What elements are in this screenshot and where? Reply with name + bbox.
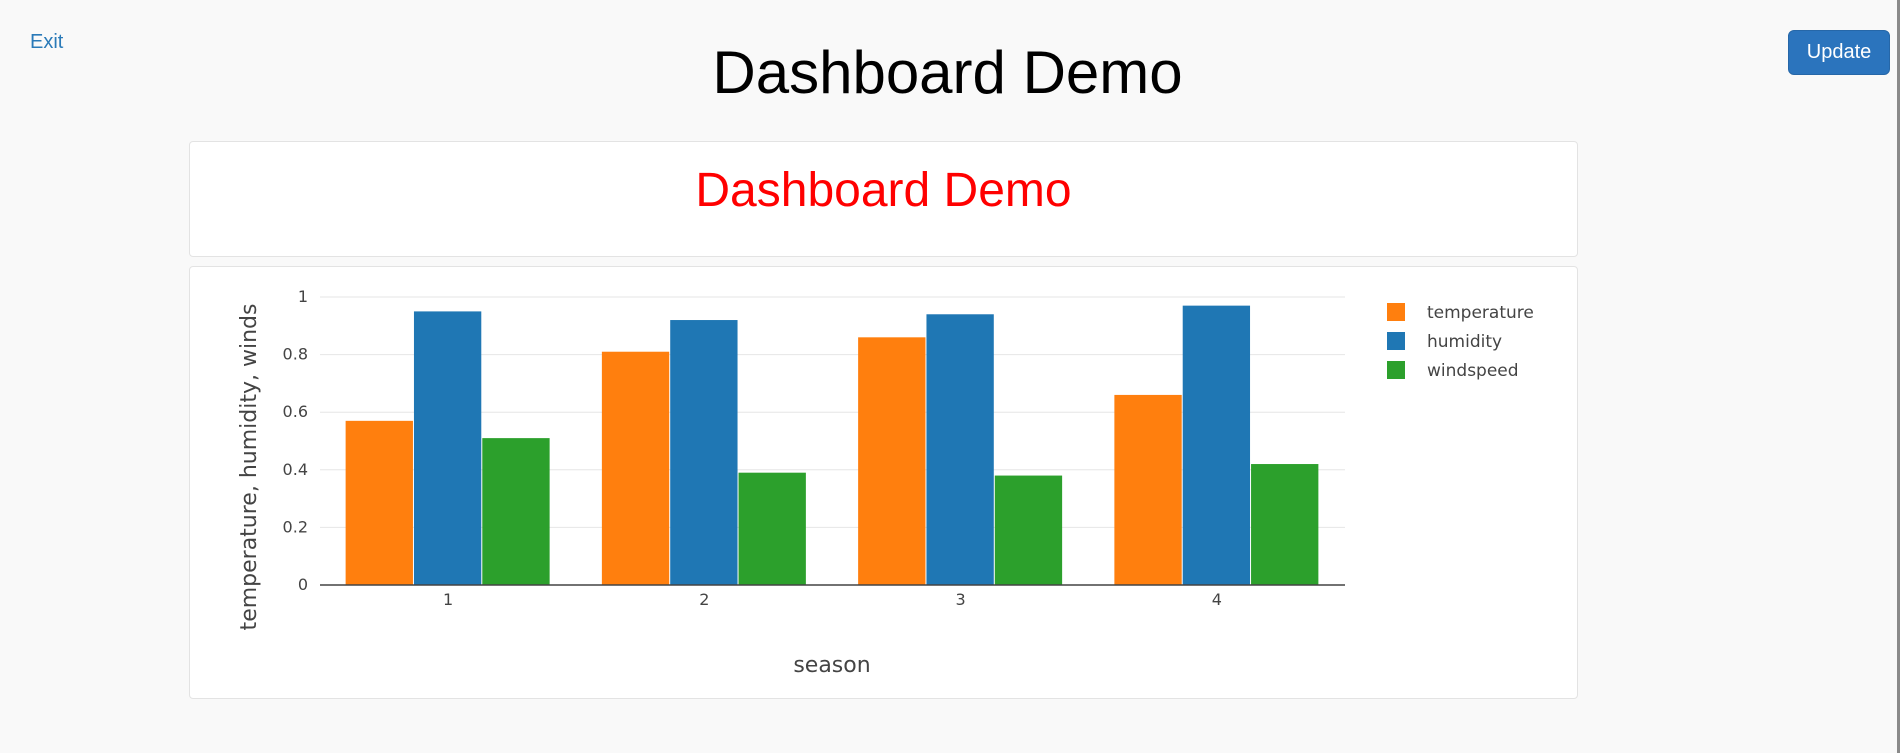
bar-temperature-3[interactable]	[858, 337, 926, 585]
y-axis-ticks: 0 0.2 0.4 0.6 0.8 1	[283, 287, 308, 594]
window-scrollbar-edge[interactable]	[1897, 0, 1900, 753]
legend-label-temperature[interactable]: temperature	[1427, 303, 1534, 323]
exit-link[interactable]: Exit	[30, 31, 64, 53]
legend-swatch-humidity[interactable]	[1387, 332, 1405, 350]
x-tick-label: 2	[699, 590, 709, 609]
chart-bars	[345, 305, 1319, 585]
x-tick-label: 1	[443, 590, 453, 609]
y-tick-label: 0.8	[283, 345, 308, 364]
bar-windspeed-4[interactable]	[1251, 464, 1319, 585]
bar-windspeed-2[interactable]	[738, 472, 806, 585]
panel-heading: Dashboard Demo	[695, 164, 1072, 217]
bar-chart: 0 0.2 0.4 0.6 0.8 1 1 2 3 4 season temperature, …	[237, 287, 1534, 678]
y-tick-label: 0.6	[283, 402, 308, 421]
x-tick-label: 4	[1212, 590, 1222, 609]
y-tick-label: 1	[298, 287, 308, 306]
page-title: Dashboard Demo	[712, 39, 1183, 106]
x-axis-title: season	[793, 653, 870, 678]
bar-windspeed-3[interactable]	[994, 475, 1063, 585]
bar-windspeed-1[interactable]	[482, 438, 550, 585]
bar-temperature-4[interactable]	[1114, 394, 1182, 585]
bar-temperature-2[interactable]	[601, 351, 670, 585]
legend-swatch-temperature[interactable]	[1387, 303, 1405, 321]
y-axis-title: temperature, humidity, winds	[237, 304, 262, 631]
x-tick-label: 3	[956, 590, 966, 609]
x-axis-ticks: 1 2 3 4	[443, 590, 1222, 609]
y-tick-label: 0	[298, 575, 308, 594]
y-tick-label: 0.4	[283, 460, 308, 479]
bar-humidity-2[interactable]	[670, 320, 738, 585]
bar-humidity-3[interactable]	[926, 314, 994, 585]
update-button[interactable]: Update	[1788, 30, 1890, 75]
legend-label-windspeed[interactable]: windspeed	[1427, 361, 1519, 381]
bar-humidity-4[interactable]	[1182, 305, 1251, 585]
bar-temperature-1[interactable]	[345, 420, 413, 585]
header-panel: Dashboard Demo	[189, 141, 1578, 257]
bar-humidity-1[interactable]	[413, 311, 482, 585]
chart-panel: 0 0.2 0.4 0.6 0.8 1 1 2 3 4 season temperature, …	[189, 266, 1578, 699]
y-tick-label: 0.2	[283, 517, 308, 536]
legend-swatch-windspeed[interactable]	[1387, 361, 1405, 379]
legend-label-humidity[interactable]: humidity	[1427, 332, 1502, 352]
chart-legend: temperature humidity windspeed	[1387, 303, 1534, 381]
